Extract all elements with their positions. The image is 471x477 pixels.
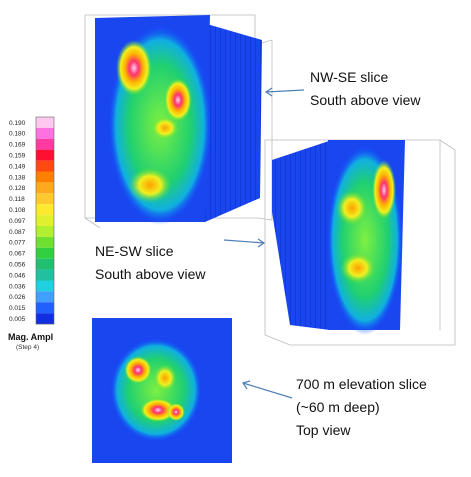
arrow xyxy=(223,238,266,248)
color-swatch xyxy=(36,160,54,172)
annotation-text: South above view xyxy=(310,92,421,108)
anomaly xyxy=(116,40,152,96)
color-swatch xyxy=(36,171,54,183)
anomaly xyxy=(124,356,152,384)
arrow xyxy=(264,87,305,97)
color-swatch xyxy=(36,215,54,226)
annotation-text: (~60 m deep) xyxy=(296,399,380,415)
colorbar-label: 0.108 xyxy=(9,207,26,214)
colorbar-label: 0.138 xyxy=(9,174,26,181)
color-swatch xyxy=(36,313,54,325)
colorbar-label: 0.180 xyxy=(9,131,26,138)
color-swatch xyxy=(36,204,54,216)
anomaly xyxy=(336,190,368,226)
colorbar-label: 0.005 xyxy=(9,316,26,323)
colorbar-subtitle: (Step 4) xyxy=(16,344,39,351)
color-swatch xyxy=(36,236,54,248)
frame xyxy=(84,14,273,229)
annotation-text: Top view xyxy=(296,422,351,438)
color-swatch xyxy=(36,302,54,314)
colorbar-label: 0.036 xyxy=(9,283,26,290)
annotation-text: 700 m elevation slice xyxy=(296,376,427,392)
colorbar-border xyxy=(35,116,55,325)
ne-sw-slice xyxy=(264,139,456,346)
color-swatch xyxy=(36,117,54,128)
anomaly xyxy=(153,364,177,392)
colorbar-title: Mag. Ampl xyxy=(8,332,53,342)
color-swatch xyxy=(36,149,54,161)
annotation-text: NW-SE slice xyxy=(310,69,389,85)
anomaly xyxy=(167,403,185,421)
color-swatch xyxy=(36,269,54,281)
colorbar-label: 0.118 xyxy=(9,196,25,203)
anomaly xyxy=(140,398,176,422)
anomaly xyxy=(151,116,179,140)
slab-side xyxy=(272,140,332,330)
colorbar-label: 0.159 xyxy=(9,152,26,159)
anomaly xyxy=(110,338,202,442)
annotation-text: South above view xyxy=(95,266,206,282)
color-swatch xyxy=(36,226,54,237)
anomaly xyxy=(164,78,192,122)
elevation-slice xyxy=(92,318,232,463)
colorbar-label: 0.169 xyxy=(9,142,26,149)
color-swatch xyxy=(36,127,54,139)
colorbar-label: 0.087 xyxy=(9,229,26,236)
nw-se-slice xyxy=(84,14,273,229)
colorbar-label: 0.056 xyxy=(9,261,26,268)
colorbar: 0.190 0.180 0.169 0.159 0.149 0.138 0.128 0.118… xyxy=(9,116,55,325)
anomaly xyxy=(340,252,376,284)
colorbar-label: 0.190 xyxy=(9,120,26,127)
colorbar-label: 0.067 xyxy=(9,251,26,258)
colorbar-label: 0.015 xyxy=(9,305,26,312)
colorbar-label: 0.026 xyxy=(9,294,26,301)
color-swatch xyxy=(36,182,54,194)
annotation-text: NE-SW slice xyxy=(95,243,174,259)
color-swatch xyxy=(36,247,54,259)
annotations: NW-SE slice South above view NE-SW slice So… xyxy=(95,69,427,438)
color-swatch xyxy=(36,138,54,150)
color-swatch xyxy=(36,280,54,292)
colorbar-label: 0.149 xyxy=(9,163,26,170)
color-swatch xyxy=(36,291,54,303)
colorbar-label: 0.046 xyxy=(9,272,26,279)
anomaly xyxy=(372,160,396,220)
colorbar-label: 0.097 xyxy=(9,218,26,225)
arrows xyxy=(223,87,305,399)
slab-side xyxy=(200,22,262,222)
color-swatch xyxy=(36,258,54,270)
anomaly xyxy=(128,167,172,203)
color-swatch xyxy=(36,193,54,205)
colorbar-label: 0.077 xyxy=(9,240,26,247)
colorbar-label: 0.128 xyxy=(9,185,26,192)
frame xyxy=(264,139,456,346)
arrow xyxy=(242,380,293,399)
